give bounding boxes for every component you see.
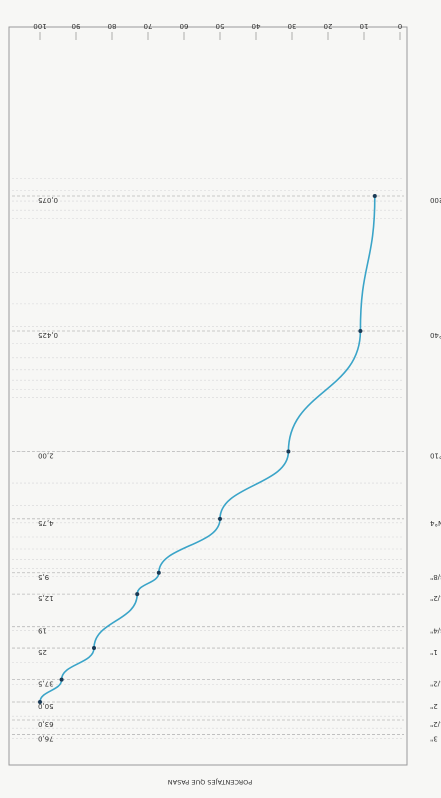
sieve-tick-label: 3/4": [430, 627, 441, 635]
percent-tick-label: 50: [216, 22, 225, 30]
size-tick-label: 2,00: [38, 452, 54, 460]
size-tick-label: 37,5: [38, 680, 54, 688]
size-tick-label: 50,0: [38, 702, 54, 710]
sieve-tick-label: 2": [430, 702, 438, 710]
gradation-curve: [39, 195, 376, 703]
sieve-tick-label: N°200: [430, 196, 441, 204]
percent-tick-label: 90: [72, 22, 81, 30]
tick-labels: 0 10 20 30 40 50 60 70 80 90 100 0,075 0,425 2,00 4,75…: [33, 22, 441, 743]
data-point: [286, 449, 291, 454]
sieve-tick-label: N°40: [430, 331, 441, 339]
size-tick-label: 0,075: [38, 196, 58, 204]
percent-tick-label: 30: [288, 22, 297, 30]
data-point: [59, 677, 64, 682]
size-tick-label: 63,0: [38, 720, 54, 728]
sieve-tick-label: N°10: [430, 452, 441, 460]
percent-tick-label: 60: [180, 22, 189, 30]
percent-tick-label: 0: [398, 22, 402, 30]
percent-tick-label: 10: [360, 22, 369, 30]
size-tick-label: 9,5: [38, 573, 49, 581]
data-point: [372, 194, 377, 198]
data-point: [135, 592, 140, 597]
sieve-tick-label: 2-1/2": [430, 720, 441, 728]
sieve-tick-label: 3/8": [430, 573, 441, 581]
data-point: [358, 328, 363, 333]
size-tick-label: 19: [38, 627, 47, 635]
percent-tick-label: 100: [33, 22, 46, 30]
series-layer: [38, 194, 377, 704]
percent-tick-label: 40: [252, 22, 261, 30]
size-tick-label: 25: [38, 648, 47, 656]
percent-tick-label: 20: [324, 22, 333, 30]
size-tick-label: 12,5: [38, 594, 54, 602]
data-point: [218, 516, 222, 521]
plot-frame: [8, 26, 408, 766]
size-tick-label: 4,75: [38, 519, 54, 527]
size-tick-label: 0,425: [38, 331, 58, 339]
grid: [12, 32, 404, 739]
x-axis-label: PORCENTAJES QUE PASAN: [168, 778, 253, 786]
sieve-tick-label: N°4: [429, 519, 441, 527]
size-tick-label: 76,0: [38, 735, 54, 743]
data-point: [38, 700, 42, 704]
data-point: [92, 646, 96, 651]
sieve-tick-label: 1/2": [430, 594, 441, 602]
percent-tick-label: 70: [144, 22, 153, 30]
sieve-tick-label: 1-1/2": [430, 680, 441, 688]
percent-tick-label: 80: [108, 22, 117, 30]
data-point: [156, 570, 161, 575]
sieve-tick-label: 1": [430, 648, 438, 656]
sieve-tick-label: 3": [430, 735, 438, 743]
